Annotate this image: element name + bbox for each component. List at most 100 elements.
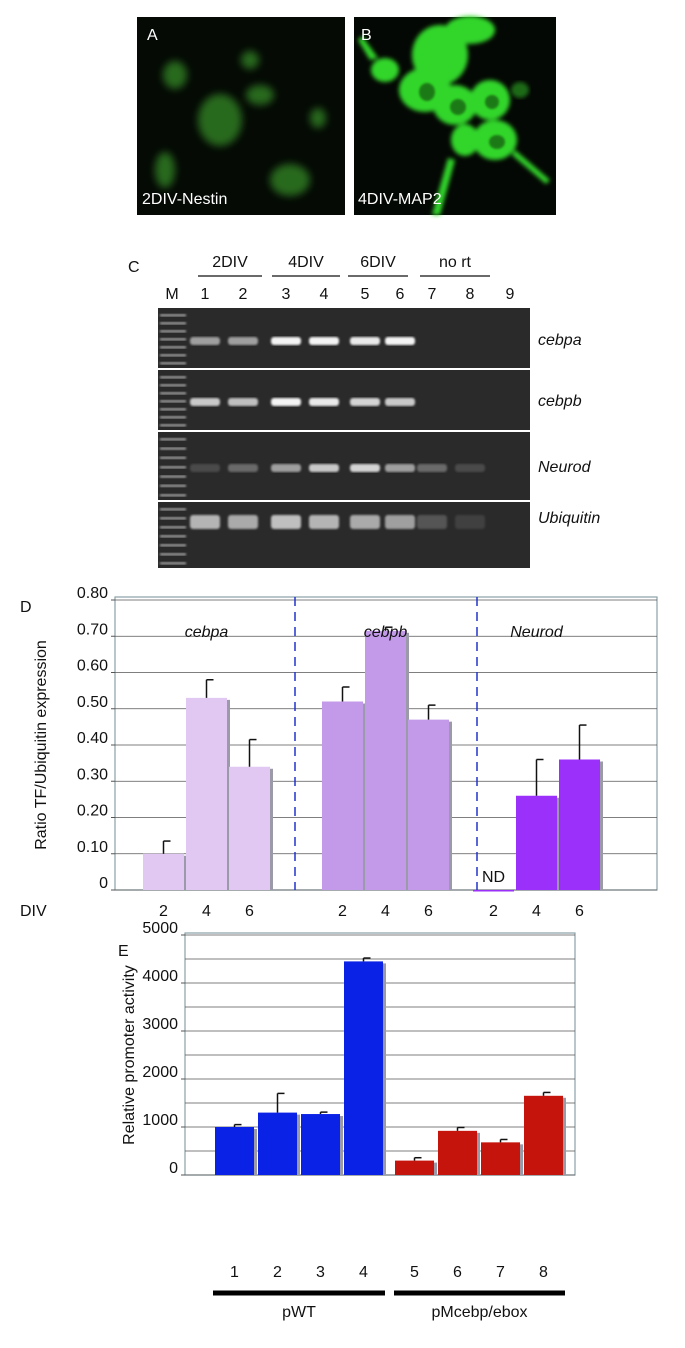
micrograph-a: A 2DIV-Nestin (137, 17, 345, 215)
gel-band (271, 337, 301, 345)
group-title: Neurod (510, 624, 564, 641)
ladder-band (160, 330, 186, 333)
y-tick-label: 0.40 (77, 730, 108, 747)
lane-label: 2 (239, 286, 248, 303)
gene-label: Ubiquitin (538, 510, 600, 527)
bar (559, 759, 600, 890)
x-tick-label: 6 (453, 1264, 462, 1281)
ladder-band (160, 392, 186, 395)
ladder-band (160, 484, 186, 488)
ladder-band (160, 416, 186, 419)
gel-band (228, 464, 258, 472)
gene-label: Neurod (538, 459, 592, 476)
gel-strip (158, 502, 530, 568)
lane-group-label: 4DIV (288, 254, 324, 271)
ladder-band (160, 400, 186, 403)
bar-chart: 0 0.10 0.20 0.30 0.40 0.50 0.60 0.70 0.80 Ratio T… (20, 585, 658, 920)
gel-band (455, 515, 485, 529)
gel-band (228, 337, 258, 345)
ladder-band (160, 314, 186, 317)
gel-band (228, 515, 258, 529)
x-axis-label: DIV (20, 903, 47, 920)
ladder-band (160, 456, 186, 460)
panel-label: B (361, 27, 372, 44)
ladder-band (160, 466, 186, 469)
gel-band (190, 337, 220, 345)
y-tick-label: 1000 (142, 1112, 178, 1129)
gel-panel: C 2DIV 4DIV 6DIV no rt M 1 2 3 4 5 6 7 8 9 cebpa cebpb N… (128, 254, 600, 568)
ladder-band (160, 354, 186, 357)
y-axis-label: Relative promoter activity (121, 965, 138, 1145)
lane-label: 7 (428, 286, 437, 303)
gel-band (417, 464, 447, 472)
bar (408, 719, 449, 890)
gel-band (190, 464, 220, 472)
x-tick-label: 4 (381, 903, 390, 920)
y-tick-label: 0.60 (77, 658, 108, 675)
y-tick-label: 0.80 (77, 585, 108, 602)
y-tick-label: 5000 (142, 920, 178, 937)
gel-band (309, 515, 339, 529)
x-tick-label: 7 (496, 1264, 505, 1281)
gel-band (309, 464, 339, 472)
panel-label: A (147, 27, 158, 44)
gel-band (350, 398, 380, 406)
gel-band (417, 515, 447, 529)
lane-label: 3 (282, 286, 291, 303)
gel-band (385, 464, 415, 472)
panel-label: E (118, 943, 129, 960)
gene-label: cebpa (538, 332, 582, 349)
lane-label: 1 (201, 286, 210, 303)
charts: 0 0.10 0.20 0.30 0.40 0.50 0.60 0.70 0.80 Ratio T… (20, 585, 658, 1321)
ladder-band (160, 553, 186, 556)
x-tick-label: 8 (539, 1264, 548, 1281)
ladder-band (160, 494, 186, 497)
y-tick-label: 0.20 (77, 803, 108, 820)
gel-band (309, 398, 339, 406)
gel-band (190, 398, 220, 406)
x-tick-label: 4 (202, 903, 211, 920)
ladder-band (160, 438, 186, 441)
panel-label: C (128, 259, 140, 276)
gel-band (309, 337, 339, 345)
bar (395, 1160, 434, 1175)
ladder-band (160, 517, 186, 520)
ladder-band (160, 338, 186, 341)
bar (481, 1142, 520, 1175)
gel-band (271, 515, 301, 529)
gel-band (271, 398, 301, 406)
group-title: cebpa (185, 624, 229, 641)
ladder-band (160, 408, 186, 411)
y-tick-label: 0 (99, 875, 108, 892)
group-label: pWT (282, 1304, 316, 1321)
group-title: cebpb (364, 624, 408, 641)
gel-band (350, 515, 380, 529)
y-tick-label: 0.70 (77, 621, 108, 638)
bar (516, 795, 557, 890)
lane-group-label: no rt (439, 254, 472, 271)
bar (344, 961, 383, 1175)
x-tick-label: 2 (338, 903, 347, 920)
bar (215, 1127, 254, 1175)
gene-label: cebpb (538, 393, 582, 410)
bar (143, 853, 184, 890)
y-tick-label: 4000 (142, 968, 178, 985)
micrograph-b: B 4DIV-MAP2 (354, 16, 556, 215)
gel-band (350, 464, 380, 472)
y-tick-label: 0 (169, 1160, 178, 1177)
ladder-band (160, 544, 186, 547)
ladder-band (160, 526, 186, 529)
y-tick-label: 0.30 (77, 766, 108, 783)
bar (258, 1112, 297, 1175)
lane-group-label: 6DIV (360, 254, 396, 271)
x-tick-label: 5 (410, 1264, 419, 1281)
gel-band (190, 515, 220, 529)
ladder-band (160, 447, 186, 450)
x-tick-label: 3 (316, 1264, 325, 1281)
gel-band (455, 464, 485, 472)
gel-band (385, 398, 415, 406)
group-label: pMcebp/ebox (431, 1304, 527, 1321)
gel-band (385, 515, 415, 529)
ladder-band (160, 424, 186, 427)
